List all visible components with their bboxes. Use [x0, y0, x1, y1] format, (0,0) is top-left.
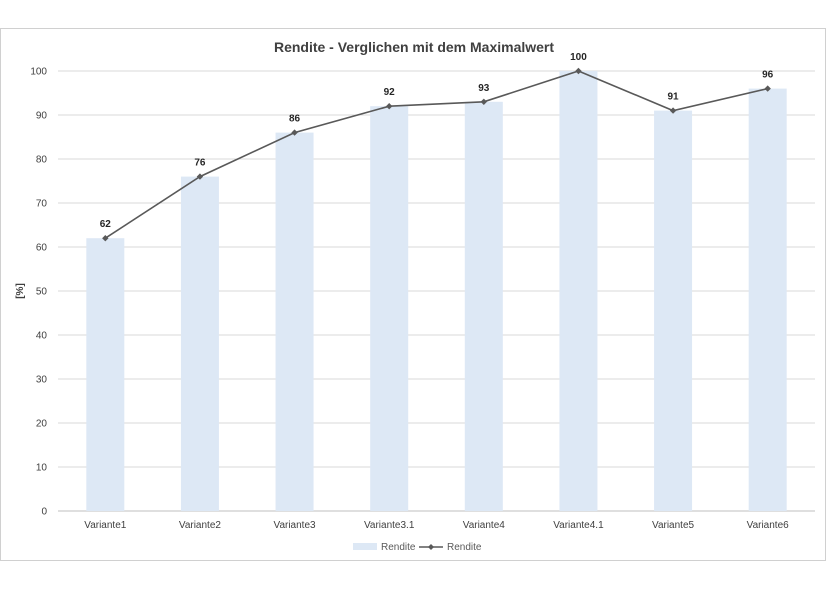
line-point	[385, 103, 393, 110]
legend: Rendite Rendite	[353, 542, 482, 553]
x-tick-label: Variante1	[84, 520, 127, 531]
x-axis-ticks: Variante1 Variante2 Variante3 Variante3.1 Va…	[84, 520, 789, 531]
legend-line-label: Rendite	[447, 542, 482, 553]
y-tick-label: 50	[36, 287, 48, 298]
line-point	[669, 107, 677, 114]
line-point	[291, 129, 298, 136]
gridlines	[58, 70, 815, 512]
chart-title: Rendite - Verglichen mit dem Maximalwert	[274, 39, 554, 55]
chart-frame: Rendite - Verglichen mit dem Maximalwert…	[0, 28, 826, 561]
bar	[370, 106, 409, 511]
x-tick-label: Variante3.1	[364, 520, 415, 531]
line-point	[480, 98, 488, 105]
line-series	[102, 67, 771, 242]
data-label: 86	[289, 114, 301, 125]
line-point	[575, 67, 582, 75]
y-axis-ticks: 0 10 20 30 40 50 60 70 80 90 100	[30, 67, 47, 518]
legend-line-marker	[428, 544, 434, 550]
bar	[275, 132, 314, 511]
x-tick-label: Variante4	[463, 520, 506, 531]
x-tick-label: Variante5	[652, 520, 695, 531]
y-tick-label: 100	[30, 67, 47, 78]
x-tick-label: Variante2	[179, 520, 222, 531]
y-axis-label: [%]	[15, 283, 26, 299]
bar	[86, 238, 125, 511]
bar	[654, 110, 693, 511]
bar	[464, 101, 503, 512]
data-label: 76	[194, 158, 206, 169]
data-label: 92	[384, 87, 396, 98]
legend-bar-swatch	[353, 543, 377, 550]
data-label: 100	[570, 52, 587, 63]
line-point	[764, 85, 771, 92]
line-point	[102, 235, 109, 242]
y-tick-label: 10	[36, 463, 48, 474]
data-label: 91	[668, 92, 680, 103]
series-line	[104, 70, 768, 239]
data-labels: 62 76 86 92 93 100 91 96	[100, 52, 774, 230]
bar	[559, 71, 598, 511]
chart: Rendite - Verglichen mit dem Maximalwert…	[15, 39, 815, 553]
y-tick-label: 70	[36, 199, 48, 210]
y-tick-label: 60	[36, 243, 48, 254]
bar	[748, 88, 787, 511]
y-tick-label: 40	[36, 331, 48, 342]
line-point	[196, 173, 204, 180]
x-tick-label: Variante6	[747, 520, 790, 531]
bar-series	[86, 71, 787, 512]
y-tick-label: 90	[36, 111, 48, 122]
x-tick-label: Variante3	[274, 520, 317, 531]
y-tick-label: 0	[41, 507, 47, 518]
bar	[180, 176, 219, 511]
x-tick-label: Variante4.1	[553, 520, 604, 531]
legend-bar-label: Rendite	[381, 542, 416, 553]
data-label: 96	[762, 70, 774, 81]
y-tick-label: 20	[36, 419, 48, 430]
data-label: 62	[100, 219, 112, 230]
y-tick-label: 30	[36, 375, 48, 386]
data-label: 93	[478, 83, 490, 94]
y-tick-label: 80	[36, 155, 48, 166]
